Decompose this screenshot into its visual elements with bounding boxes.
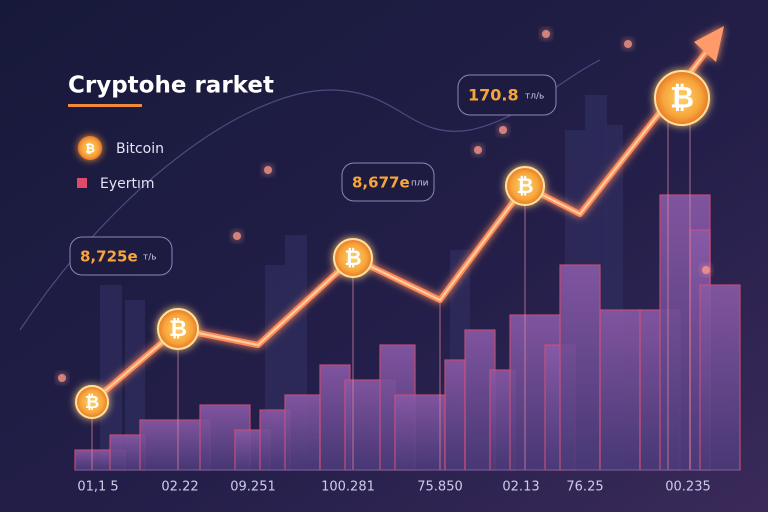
x-label: 75.850 bbox=[417, 480, 463, 495]
legend-label: Bitcoin bbox=[116, 141, 164, 157]
callout-unit: пли bbox=[411, 179, 429, 189]
arrow-head bbox=[694, 26, 724, 62]
callout-value: 8,677e bbox=[352, 174, 410, 192]
bar bbox=[699, 284, 741, 471]
coin-symbol: ₿ bbox=[85, 393, 99, 413]
callout-value: 8,725e bbox=[80, 248, 138, 266]
coins: ₿ ₿ ₿ ₿ ₿ bbox=[58, 30, 710, 419]
bar bbox=[284, 394, 321, 471]
spark bbox=[542, 30, 550, 38]
spark bbox=[702, 266, 710, 274]
legend-label: Eyertım bbox=[100, 176, 155, 192]
spark bbox=[499, 126, 507, 134]
bar bbox=[599, 309, 641, 471]
x-label: 02.13 bbox=[502, 480, 539, 495]
x-label: 100.281 bbox=[321, 480, 375, 495]
coin bbox=[333, 238, 373, 278]
x-labels: 01,1 5 02.22 09.251 100.281 75.850 02.13 76.25… bbox=[77, 480, 710, 495]
callout-box bbox=[341, 162, 435, 202]
callout-unit: тл/ь bbox=[525, 92, 544, 102]
coin bbox=[654, 70, 710, 126]
callout-box bbox=[457, 74, 557, 116]
coin bbox=[157, 308, 199, 350]
coin-symbol: ₿ bbox=[344, 246, 361, 270]
bar bbox=[394, 394, 446, 471]
x-label: 02.22 bbox=[161, 480, 198, 495]
coin-symbol: ₿ bbox=[670, 81, 694, 116]
callout-unit: т/ь bbox=[143, 253, 157, 263]
coin-symbol: ₿ bbox=[516, 174, 533, 198]
callout-box bbox=[69, 236, 173, 276]
bars bbox=[74, 95, 741, 471]
x-label: 00.235 bbox=[665, 480, 711, 495]
coin bbox=[505, 166, 545, 206]
x-label: 01,1 5 bbox=[77, 480, 118, 495]
legend-coin bbox=[78, 136, 102, 160]
legend-coin-symbol: ₿ bbox=[85, 142, 95, 156]
title-underline bbox=[68, 104, 142, 107]
coin-symbol: ₿ bbox=[169, 317, 187, 342]
bar bbox=[444, 359, 466, 471]
title: Cryptohe rarket bbox=[68, 73, 274, 99]
spark bbox=[264, 166, 272, 174]
legend-swatch bbox=[77, 178, 87, 188]
spark bbox=[233, 232, 241, 240]
price-line-core bbox=[91, 43, 713, 403]
background-bar bbox=[100, 285, 122, 470]
spark bbox=[624, 40, 632, 48]
callout-value: 170.8 bbox=[468, 86, 519, 105]
x-label: 09.251 bbox=[230, 480, 276, 495]
bar bbox=[559, 264, 601, 471]
x-label: 76.25 bbox=[566, 480, 603, 495]
coin bbox=[75, 385, 109, 419]
spark bbox=[58, 374, 66, 382]
spark bbox=[474, 146, 482, 154]
